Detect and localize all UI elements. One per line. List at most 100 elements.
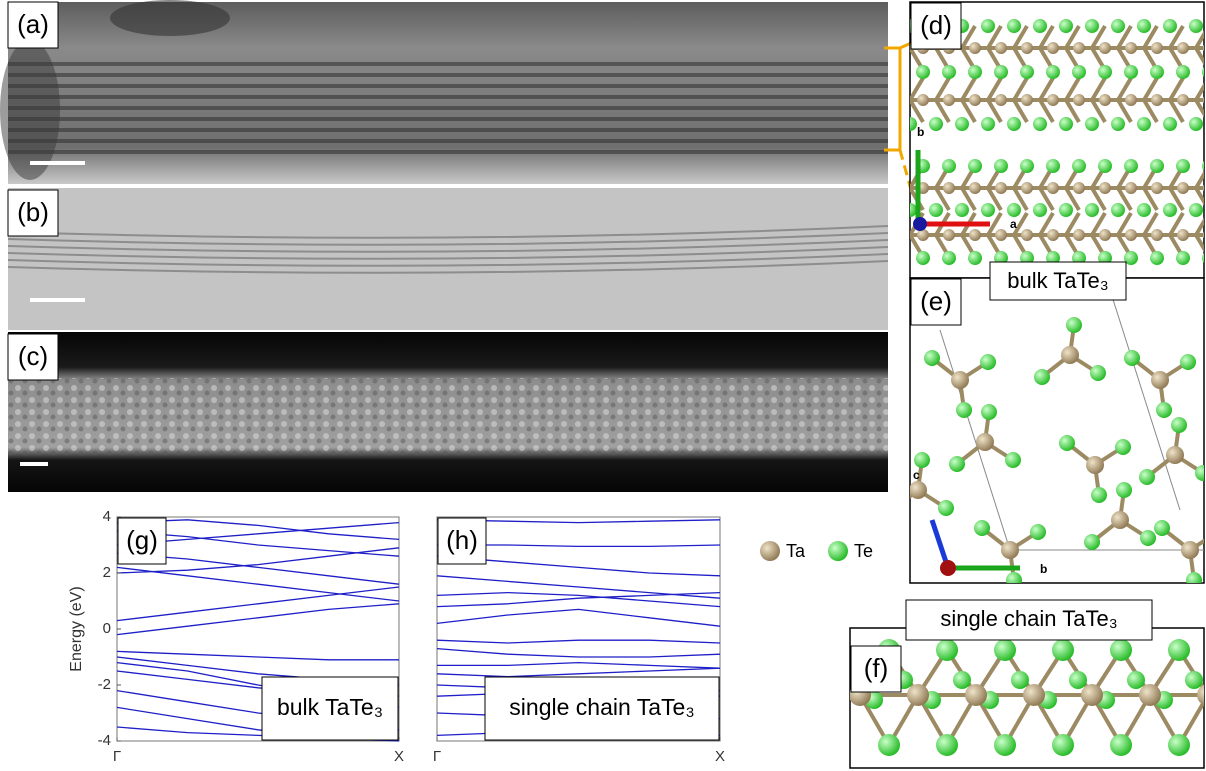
te-atom (994, 734, 1016, 756)
te-atom (1163, 19, 1177, 33)
te-atom (1163, 203, 1177, 217)
te-atom (1189, 19, 1203, 33)
ta-atom (969, 94, 981, 106)
te-atom (1156, 402, 1172, 418)
ta-atom (907, 684, 929, 706)
te-atom (924, 350, 940, 366)
te-atom (1115, 439, 1131, 455)
ta-atom (1125, 182, 1137, 194)
ta-atom (1125, 94, 1137, 106)
te-atom (1020, 159, 1034, 173)
te-atom (1137, 117, 1151, 131)
te-atom (968, 251, 982, 265)
ta-atom (1061, 346, 1079, 364)
tem-image-b (8, 188, 888, 330)
te-atom (1189, 117, 1203, 131)
ta-atom (969, 42, 981, 54)
charts: -4-2024ΓXEnergy (eV)(g)bulk TaTe₃ΓX(h)si… (68, 508, 725, 765)
te-atom (916, 65, 930, 79)
te-atom (936, 734, 958, 756)
y-axis-label: Energy (eV) (68, 586, 85, 671)
ta-atom (1151, 42, 1163, 54)
annotation: single chain TaTe₃ (509, 694, 694, 720)
te-atom (916, 251, 930, 265)
te-atom (942, 251, 956, 265)
te-atom (1127, 671, 1145, 689)
ta-atom (995, 182, 1007, 194)
te-atom (1189, 203, 1203, 217)
te-atom (968, 159, 982, 173)
ta-atom (943, 229, 955, 241)
ta-atom (1125, 229, 1137, 241)
single-chain-label: single chain TaTe₃ (940, 606, 1117, 631)
fringe (8, 117, 888, 121)
te-atom (955, 117, 969, 131)
ta-atom (1047, 94, 1059, 106)
te-atom (1150, 65, 1164, 79)
texture (8, 378, 888, 456)
te-atom (1116, 482, 1132, 498)
ta-atom (1021, 229, 1033, 241)
te-atom (1005, 452, 1021, 468)
te-atom (1030, 524, 1046, 540)
te-atom (981, 203, 995, 217)
te-atom (981, 117, 995, 131)
te-atom (1085, 117, 1099, 131)
te-atom (1052, 639, 1074, 661)
annotation: bulk TaTe₃ (277, 694, 383, 720)
ta-atom (1021, 42, 1033, 54)
ta-atom (1177, 94, 1189, 106)
te-atom (1110, 734, 1132, 756)
ta-atom (1177, 42, 1189, 54)
ta-atom (965, 684, 987, 706)
page: a b c b bulk TaTe₃ single chain TaTe₃ Ta… (0, 0, 1206, 771)
te-atom (1171, 417, 1187, 433)
axis-label: b (917, 125, 924, 139)
te-atom (1124, 159, 1138, 173)
te-atom (914, 452, 930, 468)
te-atom (1066, 317, 1082, 333)
te-atom (1137, 19, 1151, 33)
ta-atom (969, 229, 981, 241)
ta-atom (1111, 511, 1129, 529)
ta-atom (1073, 182, 1085, 194)
legend-swatch (760, 541, 780, 561)
te-atom (974, 520, 990, 536)
te-atom (929, 203, 943, 217)
te-atom (1084, 534, 1100, 550)
te-atom (1098, 159, 1112, 173)
te-atom (1033, 19, 1047, 33)
te-atom (1111, 19, 1125, 33)
panel-label: (c) (18, 341, 48, 371)
te-atom (1046, 159, 1060, 173)
te-atom (1124, 350, 1140, 366)
ta-atom (976, 433, 994, 451)
ta-atom (969, 182, 981, 194)
fringe (8, 95, 888, 99)
panel-label: (g) (126, 525, 158, 555)
te-atom (1052, 734, 1074, 756)
te-atom (1059, 203, 1073, 217)
te-atom (953, 671, 971, 689)
ta-atom (1023, 684, 1045, 706)
ta-atom (1177, 229, 1189, 241)
te-atom (994, 65, 1008, 79)
te-atom (1154, 520, 1170, 536)
ta-atom (1151, 94, 1163, 106)
fringe (8, 73, 888, 77)
ta-atom (1073, 42, 1085, 54)
te-atom (1111, 203, 1125, 217)
te-atom (1033, 117, 1047, 131)
axis-label: b (1040, 562, 1047, 576)
ta-atom (1099, 42, 1111, 54)
te-atom (1072, 65, 1086, 79)
te-atom (1091, 487, 1107, 503)
fringe (8, 128, 888, 132)
crystal-f (849, 628, 1206, 768)
stem-image-c (8, 332, 888, 492)
te-atom (1090, 365, 1106, 381)
te-atom (938, 500, 954, 516)
te-atom (1176, 65, 1190, 79)
y-tick-label: -2 (98, 676, 111, 693)
te-atom (1186, 572, 1202, 588)
